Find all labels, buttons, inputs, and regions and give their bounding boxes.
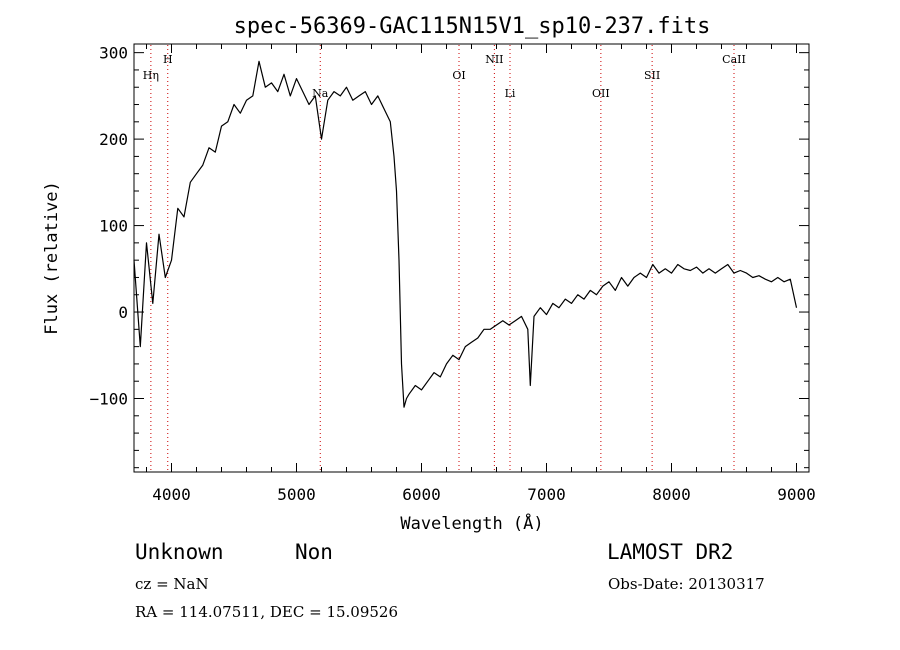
survey-text: LAMOST DR2 bbox=[607, 540, 734, 564]
marker-label: Hη bbox=[143, 69, 159, 82]
subclass-text: Non bbox=[295, 540, 333, 564]
redshift-text: cz = NaN bbox=[135, 575, 209, 593]
marker-label: OII bbox=[592, 87, 610, 100]
marker-label: OI bbox=[452, 69, 465, 82]
line-marker-labels: Hη H Na OI NII Li OII SII CaII bbox=[143, 53, 746, 100]
x-tick-label: 9000 bbox=[777, 485, 816, 504]
marker-label: Li bbox=[505, 87, 516, 100]
y-tick-label: 0 bbox=[118, 303, 128, 322]
y-tick-label: 200 bbox=[99, 130, 128, 149]
y-tick-label: 100 bbox=[99, 217, 128, 236]
x-tick-label: 5000 bbox=[277, 485, 316, 504]
x-tick-label: 7000 bbox=[527, 485, 566, 504]
obs-date-text: Obs-Date: 20130317 bbox=[608, 575, 765, 593]
chart-title: spec-56369-GAC115N15V1_sp10-237.fits bbox=[234, 14, 711, 39]
marker-label: CaII bbox=[722, 53, 746, 66]
y-tick-label: 300 bbox=[99, 44, 128, 63]
x-tick-label: 4000 bbox=[152, 485, 191, 504]
x-axis-label: Wavelength (Å) bbox=[400, 512, 543, 534]
marker-label: Na bbox=[312, 87, 329, 100]
x-tick-label: 6000 bbox=[402, 485, 441, 504]
class-text: Unknown bbox=[135, 540, 224, 564]
y-tick-label: −100 bbox=[89, 390, 128, 409]
x-tick-label: 8000 bbox=[652, 485, 691, 504]
marker-label: SII bbox=[644, 69, 660, 82]
plot-frame bbox=[133, 43, 810, 473]
flux-spectrum-line bbox=[133, 60, 798, 408]
y-axis: −100 0 100 200 300 bbox=[89, 44, 809, 469]
coordinates-text: RA = 114.07511, DEC = 15.09526 bbox=[135, 603, 399, 621]
marker-label: NII bbox=[485, 53, 503, 66]
line-markers bbox=[150, 45, 735, 471]
marker-label: H bbox=[163, 53, 173, 66]
y-axis-label: Flux (relative) bbox=[42, 181, 62, 335]
x-axis: 4000 5000 6000 7000 8000 9000 bbox=[146, 44, 816, 504]
